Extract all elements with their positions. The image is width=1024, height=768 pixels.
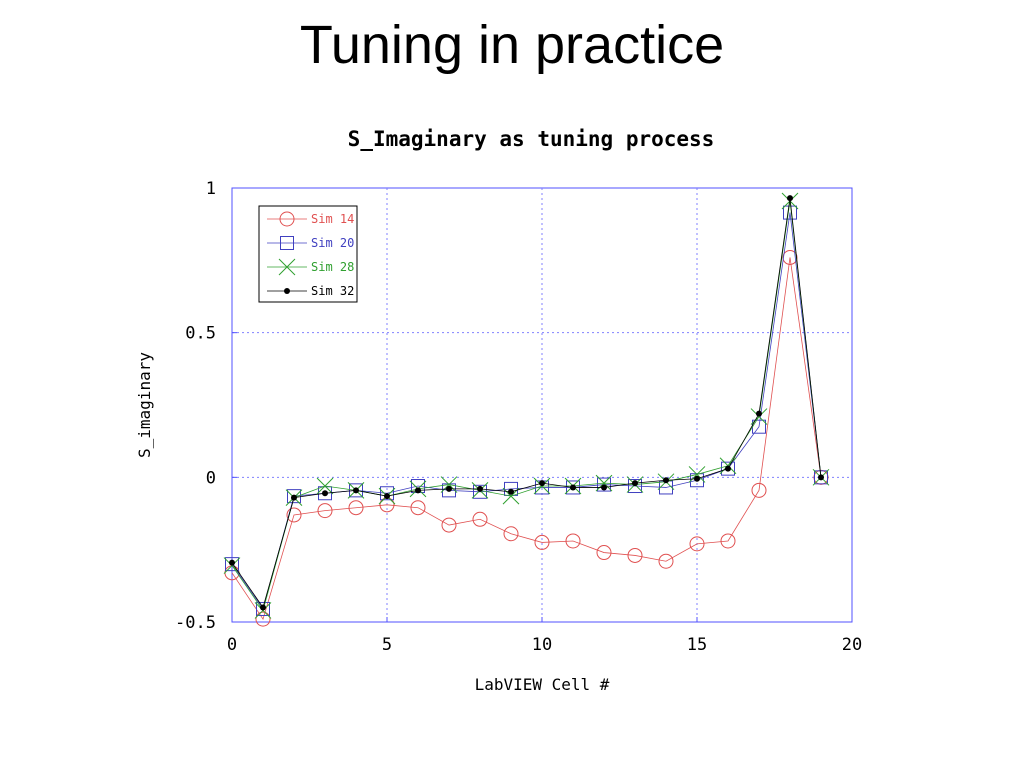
data-point-sim-14 [255, 611, 271, 627]
data-point-sim-28 [316, 477, 334, 495]
data-point-sim-32 [570, 484, 576, 491]
data-point-sim-14 [782, 249, 798, 265]
x-axis-label: LabVIEW Cell # [475, 675, 610, 694]
data-point-sim-14 [658, 553, 674, 569]
data-point-sim-20 [318, 486, 332, 501]
data-point-sim-32 [725, 465, 731, 472]
data-point-sim-32 [322, 490, 328, 497]
data-point-sim-32 [818, 474, 824, 481]
series-line-sim-14 [231, 257, 822, 621]
data-point-sim-32 [508, 488, 514, 495]
x-axis-ticks: 0 5 10 15 20 [227, 617, 862, 655]
legend-item-sim-28: Sim 28 [267, 258, 354, 276]
legend-item-sim-20: Sim 20 [267, 236, 354, 250]
data-point-sim-32 [291, 494, 297, 501]
data-point-sim-14 [596, 545, 612, 561]
chart-title: S_Imaginary as tuning process [348, 127, 715, 151]
data-point-sim-14 [348, 500, 364, 516]
data-point-sim-20 [628, 479, 642, 494]
data-point-sim-20 [721, 461, 735, 476]
data-point-sim-32 [353, 487, 359, 494]
data-point-sim-20 [380, 486, 394, 501]
series-layer [223, 192, 830, 627]
legend-marker [279, 211, 295, 227]
legend-item-sim-32: Sim 32 [267, 284, 354, 298]
data-point-sim-32 [539, 480, 545, 487]
y-tick-label: 0.5 [185, 324, 216, 344]
x-tick-label: 10 [532, 635, 552, 655]
data-point-sim-32 [384, 493, 390, 500]
data-point-sim-32 [260, 604, 266, 611]
data-point-sim-20 [287, 489, 301, 504]
data-point-sim-32 [229, 559, 235, 566]
data-point-sim-20 [597, 477, 611, 492]
data-point-sim-32 [446, 485, 452, 492]
legend-marker [280, 236, 294, 250]
x-tick-label: 0 [227, 635, 237, 655]
data-point-sim-32 [415, 487, 421, 494]
data-point-sim-20 [256, 601, 270, 616]
data-point-sim-28 [440, 476, 458, 493]
data-point-sim-14 [565, 533, 581, 549]
y-tick-label: -0.5 [175, 613, 216, 633]
data-point-sim-32 [756, 410, 762, 417]
data-point-sim-20 [349, 483, 363, 498]
data-point-sim-20 [783, 205, 797, 220]
data-point-sim-32 [477, 485, 483, 492]
data-point-sim-14 [534, 534, 550, 550]
legend-label: Sim 20 [311, 236, 354, 250]
data-point-sim-32 [632, 480, 638, 487]
data-point-sim-20 [814, 470, 828, 485]
y-axis-label: S_imaginary [135, 352, 154, 458]
legend-label: Sim 32 [311, 284, 354, 298]
data-point-sim-28 [688, 466, 706, 483]
data-point-sim-14 [317, 503, 333, 519]
legend-box [258, 205, 358, 303]
series-line-sim-28 [231, 200, 822, 612]
data-point-sim-32 [601, 484, 607, 491]
data-point-sim-28 [502, 487, 520, 505]
data-point-sim-32 [694, 475, 700, 482]
y-tick-label: 0 [206, 468, 216, 488]
series-line-sim-32 [231, 198, 822, 609]
data-point-sim-14 [410, 500, 426, 516]
data-point-sim-20 [225, 557, 239, 572]
legend-item-sim-14: Sim 14 [267, 211, 354, 227]
slide-title: Tuning in practice [299, 15, 725, 75]
y-axis-ticks: -0.5 0 0.5 1 [175, 179, 237, 633]
data-point-sim-14 [472, 511, 488, 527]
legend-marker [284, 288, 290, 294]
x-tick-label: 15 [687, 635, 707, 655]
series-sim-14 [224, 249, 829, 627]
y-tick-label: 1 [206, 179, 216, 199]
x-tick-label: 5 [382, 635, 392, 655]
x-tick-label: 20 [842, 635, 862, 655]
series-sim-32 [229, 195, 824, 611]
data-point-sim-14 [286, 507, 302, 523]
data-point-sim-20 [690, 473, 704, 488]
data-point-sim-14 [689, 536, 705, 552]
data-point-sim-28 [595, 474, 613, 492]
data-point-sim-32 [663, 477, 669, 484]
data-point-sim-20 [504, 481, 518, 496]
data-point-sim-14 [503, 526, 519, 542]
data-point-sim-14 [627, 547, 643, 563]
data-point-sim-20 [442, 483, 456, 498]
legend-marker [278, 258, 296, 276]
data-point-sim-14 [720, 533, 736, 549]
legend: Sim 14 Sim 20 Sim 28 Sim 32 [258, 205, 358, 303]
data-point-sim-32 [787, 195, 793, 202]
legend-label: Sim 14 [311, 212, 354, 226]
data-point-sim-14 [441, 517, 457, 533]
legend-label: Sim 28 [311, 260, 354, 274]
data-point-sim-14 [751, 482, 767, 498]
